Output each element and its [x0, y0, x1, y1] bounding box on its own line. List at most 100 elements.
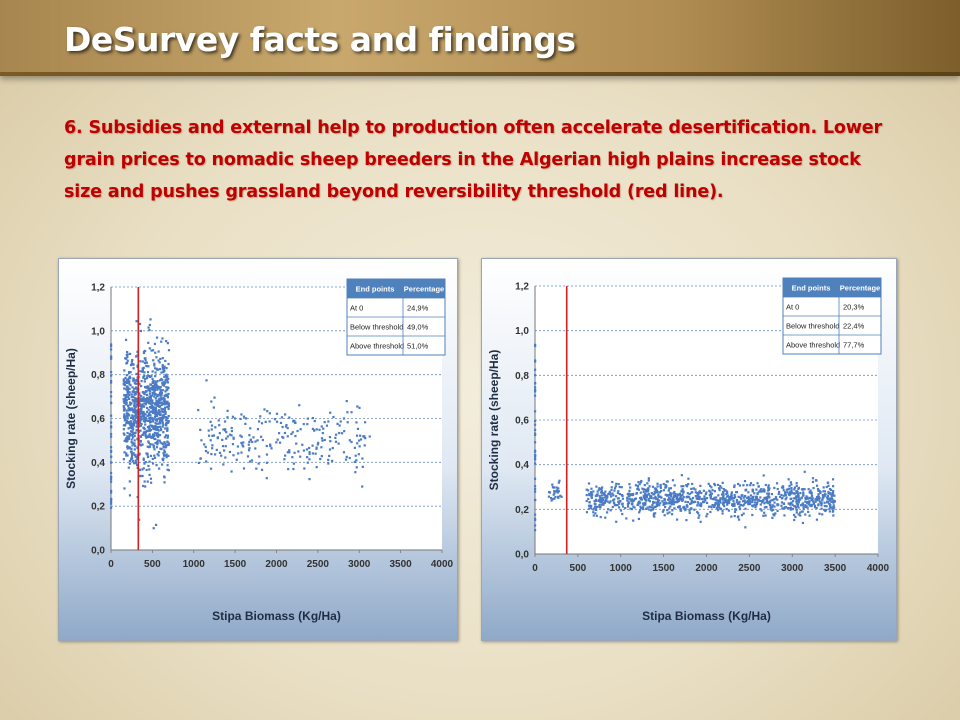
- data-point: [641, 487, 644, 490]
- data-point: [553, 492, 556, 495]
- data-point: [156, 443, 159, 446]
- data-point: [672, 495, 676, 499]
- data-point: [598, 494, 601, 498]
- data-point: [210, 452, 213, 456]
- data-point: [165, 386, 168, 389]
- data-point: [152, 359, 155, 362]
- data-point: [160, 371, 163, 374]
- data-point: [741, 500, 745, 503]
- data-point: [154, 412, 157, 415]
- data-point: [138, 420, 141, 423]
- data-point: [146, 406, 149, 410]
- data-point: [595, 514, 598, 517]
- data-point: [130, 360, 134, 363]
- data-point: [787, 492, 790, 495]
- data-point: [153, 403, 156, 406]
- data-point: [704, 492, 707, 496]
- data-point: [144, 403, 147, 406]
- y-tick-label: 0,4: [515, 460, 529, 471]
- data-point: [672, 492, 675, 495]
- data-point: [165, 339, 168, 343]
- data-point: [167, 404, 171, 407]
- data-point: [143, 462, 146, 465]
- data-point: [739, 503, 742, 506]
- data-point: [247, 449, 251, 452]
- data-point: [636, 484, 640, 488]
- data-point: [733, 504, 736, 507]
- data-point: [654, 497, 657, 500]
- data-point: [134, 413, 138, 417]
- data-point: [128, 383, 131, 386]
- data-point: [154, 367, 157, 370]
- data-point: [142, 350, 146, 353]
- data-point: [110, 471, 113, 475]
- data-point: [783, 514, 786, 517]
- data-point: [134, 412, 137, 415]
- data-point: [721, 498, 724, 501]
- data-point: [212, 434, 216, 437]
- data-point: [123, 401, 126, 405]
- data-point: [148, 375, 152, 378]
- data-point: [782, 494, 785, 497]
- data-point: [140, 407, 143, 410]
- data-point: [155, 411, 158, 415]
- data-point: [150, 435, 153, 438]
- data-point: [145, 393, 149, 397]
- data-point: [713, 484, 717, 487]
- data-point: [161, 357, 164, 360]
- data-point: [230, 429, 234, 433]
- data-point: [143, 417, 146, 420]
- data-point: [755, 488, 758, 491]
- data-point: [128, 432, 131, 436]
- data-point: [151, 385, 154, 388]
- data-point: [637, 481, 640, 484]
- data-point: [710, 492, 714, 495]
- data-point: [760, 488, 763, 491]
- data-point: [144, 359, 147, 362]
- data-point: [806, 496, 809, 499]
- data-point: [160, 401, 163, 404]
- data-point: [548, 490, 551, 494]
- data-point: [559, 494, 562, 497]
- data-point: [676, 500, 679, 503]
- data-point: [128, 494, 132, 497]
- data-point: [139, 412, 142, 416]
- data-point: [125, 440, 128, 443]
- data-point: [356, 427, 360, 430]
- data-point: [588, 501, 591, 504]
- data-point: [607, 508, 610, 511]
- data-point: [758, 490, 761, 493]
- data-point: [132, 410, 135, 414]
- data-point: [361, 457, 364, 460]
- data-point: [126, 435, 129, 438]
- data-point: [129, 403, 132, 406]
- data-point: [644, 502, 647, 505]
- data-point: [161, 463, 164, 466]
- data-point: [821, 499, 824, 502]
- data-point: [164, 412, 167, 415]
- data-point: [594, 507, 598, 510]
- data-point: [705, 491, 708, 494]
- data-point: [156, 404, 159, 408]
- data-point: [162, 403, 166, 406]
- data-point: [647, 492, 650, 496]
- data-point: [534, 423, 537, 426]
- data-point: [643, 483, 646, 487]
- data-point: [659, 483, 662, 487]
- data-point: [313, 419, 316, 423]
- data-point: [766, 489, 770, 492]
- x-tick-label: 1000: [610, 563, 633, 574]
- data-point: [691, 482, 694, 486]
- data-point: [213, 396, 216, 399]
- data-point: [128, 459, 132, 463]
- data-point: [144, 485, 147, 488]
- data-point: [157, 359, 160, 362]
- data-point: [152, 433, 155, 436]
- data-point: [628, 498, 631, 501]
- data-point: [636, 487, 640, 490]
- data-point: [152, 426, 155, 429]
- data-point: [553, 490, 556, 493]
- data-point: [155, 336, 159, 339]
- data-point: [217, 419, 220, 422]
- data-point: [832, 485, 835, 488]
